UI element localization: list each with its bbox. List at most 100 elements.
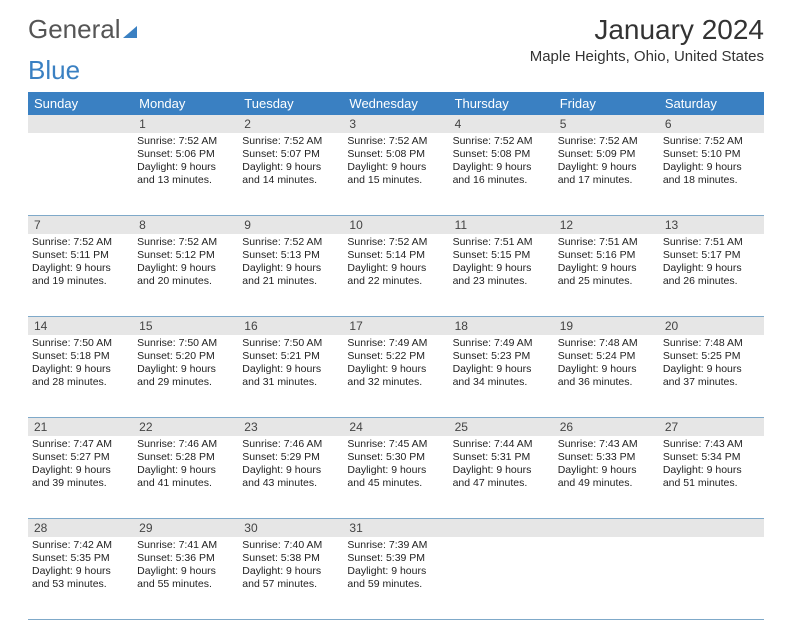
day-info-line: and 57 minutes. bbox=[242, 578, 339, 591]
day-info-line: and 45 minutes. bbox=[347, 477, 444, 490]
day-info-line: and 31 minutes. bbox=[242, 376, 339, 389]
day-info-line: Sunrise: 7:41 AM bbox=[137, 539, 234, 552]
day-number: 23 bbox=[238, 418, 343, 436]
day-info-line: Sunset: 5:06 PM bbox=[137, 148, 234, 161]
day-number: 4 bbox=[449, 115, 554, 133]
day-info-line: Daylight: 9 hours bbox=[558, 363, 655, 376]
day-number: 2 bbox=[238, 115, 343, 133]
day-info-line: and 43 minutes. bbox=[242, 477, 339, 490]
day-info-line: Daylight: 9 hours bbox=[137, 363, 234, 376]
day-info-line: Sunset: 5:28 PM bbox=[137, 451, 234, 464]
day-info-line: Daylight: 9 hours bbox=[347, 565, 444, 578]
day-info-line: and 39 minutes. bbox=[32, 477, 129, 490]
day-info-line: and 59 minutes. bbox=[347, 578, 444, 591]
calendar-cell: Sunrise: 7:44 AMSunset: 5:31 PMDaylight:… bbox=[449, 436, 554, 518]
calendar-cell: Sunrise: 7:47 AMSunset: 5:27 PMDaylight:… bbox=[28, 436, 133, 518]
day-info-line: Sunrise: 7:45 AM bbox=[347, 438, 444, 451]
day-info-line: and 34 minutes. bbox=[453, 376, 550, 389]
day-info-line: Sunset: 5:31 PM bbox=[453, 451, 550, 464]
day-info-line: Daylight: 9 hours bbox=[32, 565, 129, 578]
day-info-line: and 37 minutes. bbox=[663, 376, 760, 389]
day-info-line: and 14 minutes. bbox=[242, 174, 339, 187]
day-info-line: and 26 minutes. bbox=[663, 275, 760, 288]
day-info-line: and 25 minutes. bbox=[558, 275, 655, 288]
day-info-line: Sunset: 5:36 PM bbox=[137, 552, 234, 565]
day-info-line: and 53 minutes. bbox=[32, 578, 129, 591]
day-info-line: Sunset: 5:13 PM bbox=[242, 249, 339, 262]
calendar-cell bbox=[449, 537, 554, 619]
calendar-cell: Sunrise: 7:41 AMSunset: 5:36 PMDaylight:… bbox=[133, 537, 238, 619]
calendar-cell bbox=[659, 537, 764, 619]
day-number-row: 28293031 bbox=[28, 519, 764, 537]
title-block: January 2024 Maple Heights, Ohio, United… bbox=[530, 14, 764, 65]
calendar-cell: Sunrise: 7:51 AMSunset: 5:15 PMDaylight:… bbox=[449, 234, 554, 316]
day-info-line: and 23 minutes. bbox=[453, 275, 550, 288]
day-info-line: Sunrise: 7:49 AM bbox=[453, 337, 550, 350]
weekday-header: Tuesday bbox=[238, 92, 343, 115]
day-info-line: Sunrise: 7:52 AM bbox=[242, 135, 339, 148]
day-number: 16 bbox=[238, 317, 343, 335]
day-number: 11 bbox=[449, 216, 554, 234]
calendar-page: General January 2024 Maple Heights, Ohio… bbox=[0, 0, 792, 634]
day-number-row: 14151617181920 bbox=[28, 317, 764, 335]
day-info-line: and 29 minutes. bbox=[137, 376, 234, 389]
day-info-line: Sunset: 5:34 PM bbox=[663, 451, 760, 464]
day-info-line: Sunset: 5:09 PM bbox=[558, 148, 655, 161]
logo-part1: General bbox=[28, 14, 121, 45]
calendar-cell: Sunrise: 7:51 AMSunset: 5:17 PMDaylight:… bbox=[659, 234, 764, 316]
day-number: 26 bbox=[554, 418, 659, 436]
calendar-cell: Sunrise: 7:50 AMSunset: 5:18 PMDaylight:… bbox=[28, 335, 133, 417]
day-info-line: Daylight: 9 hours bbox=[663, 363, 760, 376]
day-info-line: and 16 minutes. bbox=[453, 174, 550, 187]
day-info-line: Daylight: 9 hours bbox=[347, 262, 444, 275]
day-info-line: Sunset: 5:29 PM bbox=[242, 451, 339, 464]
day-info-line: Daylight: 9 hours bbox=[453, 464, 550, 477]
day-info-line: Sunset: 5:22 PM bbox=[347, 350, 444, 363]
calendar-cell: Sunrise: 7:40 AMSunset: 5:38 PMDaylight:… bbox=[238, 537, 343, 619]
day-info-line: Sunset: 5:15 PM bbox=[453, 249, 550, 262]
day-info-line: Daylight: 9 hours bbox=[558, 464, 655, 477]
day-info-line: and 21 minutes. bbox=[242, 275, 339, 288]
day-info-line: and 22 minutes. bbox=[347, 275, 444, 288]
day-info-line: Sunrise: 7:52 AM bbox=[453, 135, 550, 148]
day-info-line: Sunset: 5:17 PM bbox=[663, 249, 760, 262]
day-info-line: Sunrise: 7:52 AM bbox=[137, 236, 234, 249]
day-info-line: Sunset: 5:20 PM bbox=[137, 350, 234, 363]
logo: General bbox=[28, 14, 137, 45]
calendar-cell: Sunrise: 7:52 AMSunset: 5:07 PMDaylight:… bbox=[238, 133, 343, 215]
calendar-cell: Sunrise: 7:39 AMSunset: 5:39 PMDaylight:… bbox=[343, 537, 448, 619]
day-info-line: Daylight: 9 hours bbox=[32, 262, 129, 275]
day-number: 19 bbox=[554, 317, 659, 335]
calendar-cell bbox=[28, 133, 133, 215]
calendar-cell: Sunrise: 7:48 AMSunset: 5:25 PMDaylight:… bbox=[659, 335, 764, 417]
day-info-line: Daylight: 9 hours bbox=[242, 363, 339, 376]
calendar-cell: Sunrise: 7:43 AMSunset: 5:34 PMDaylight:… bbox=[659, 436, 764, 518]
day-info-line: Sunrise: 7:52 AM bbox=[242, 236, 339, 249]
day-info-line: Sunset: 5:39 PM bbox=[347, 552, 444, 565]
day-info-line: Sunrise: 7:39 AM bbox=[347, 539, 444, 552]
day-info-line: Daylight: 9 hours bbox=[137, 161, 234, 174]
day-info-line: Sunset: 5:08 PM bbox=[347, 148, 444, 161]
day-info-line: Sunset: 5:12 PM bbox=[137, 249, 234, 262]
day-info-line: and 17 minutes. bbox=[558, 174, 655, 187]
day-number: 24 bbox=[343, 418, 448, 436]
day-number: 22 bbox=[133, 418, 238, 436]
day-number: 3 bbox=[343, 115, 448, 133]
day-number: 13 bbox=[659, 216, 764, 234]
day-info-line: Sunset: 5:23 PM bbox=[453, 350, 550, 363]
day-info-line: and 15 minutes. bbox=[347, 174, 444, 187]
day-info-line: Sunrise: 7:46 AM bbox=[137, 438, 234, 451]
calendar-cell: Sunrise: 7:46 AMSunset: 5:29 PMDaylight:… bbox=[238, 436, 343, 518]
day-info-line: Daylight: 9 hours bbox=[242, 161, 339, 174]
day-info-line: Sunrise: 7:51 AM bbox=[453, 236, 550, 249]
day-number: 10 bbox=[343, 216, 448, 234]
day-info-line: Sunset: 5:25 PM bbox=[663, 350, 760, 363]
day-info-line: Sunset: 5:33 PM bbox=[558, 451, 655, 464]
day-number: 6 bbox=[659, 115, 764, 133]
day-info-line: and 13 minutes. bbox=[137, 174, 234, 187]
day-number: 17 bbox=[343, 317, 448, 335]
weekday-header-row: Sunday Monday Tuesday Wednesday Thursday… bbox=[28, 92, 764, 115]
day-number: 15 bbox=[133, 317, 238, 335]
weekday-header: Friday bbox=[554, 92, 659, 115]
day-info-line: Daylight: 9 hours bbox=[347, 363, 444, 376]
